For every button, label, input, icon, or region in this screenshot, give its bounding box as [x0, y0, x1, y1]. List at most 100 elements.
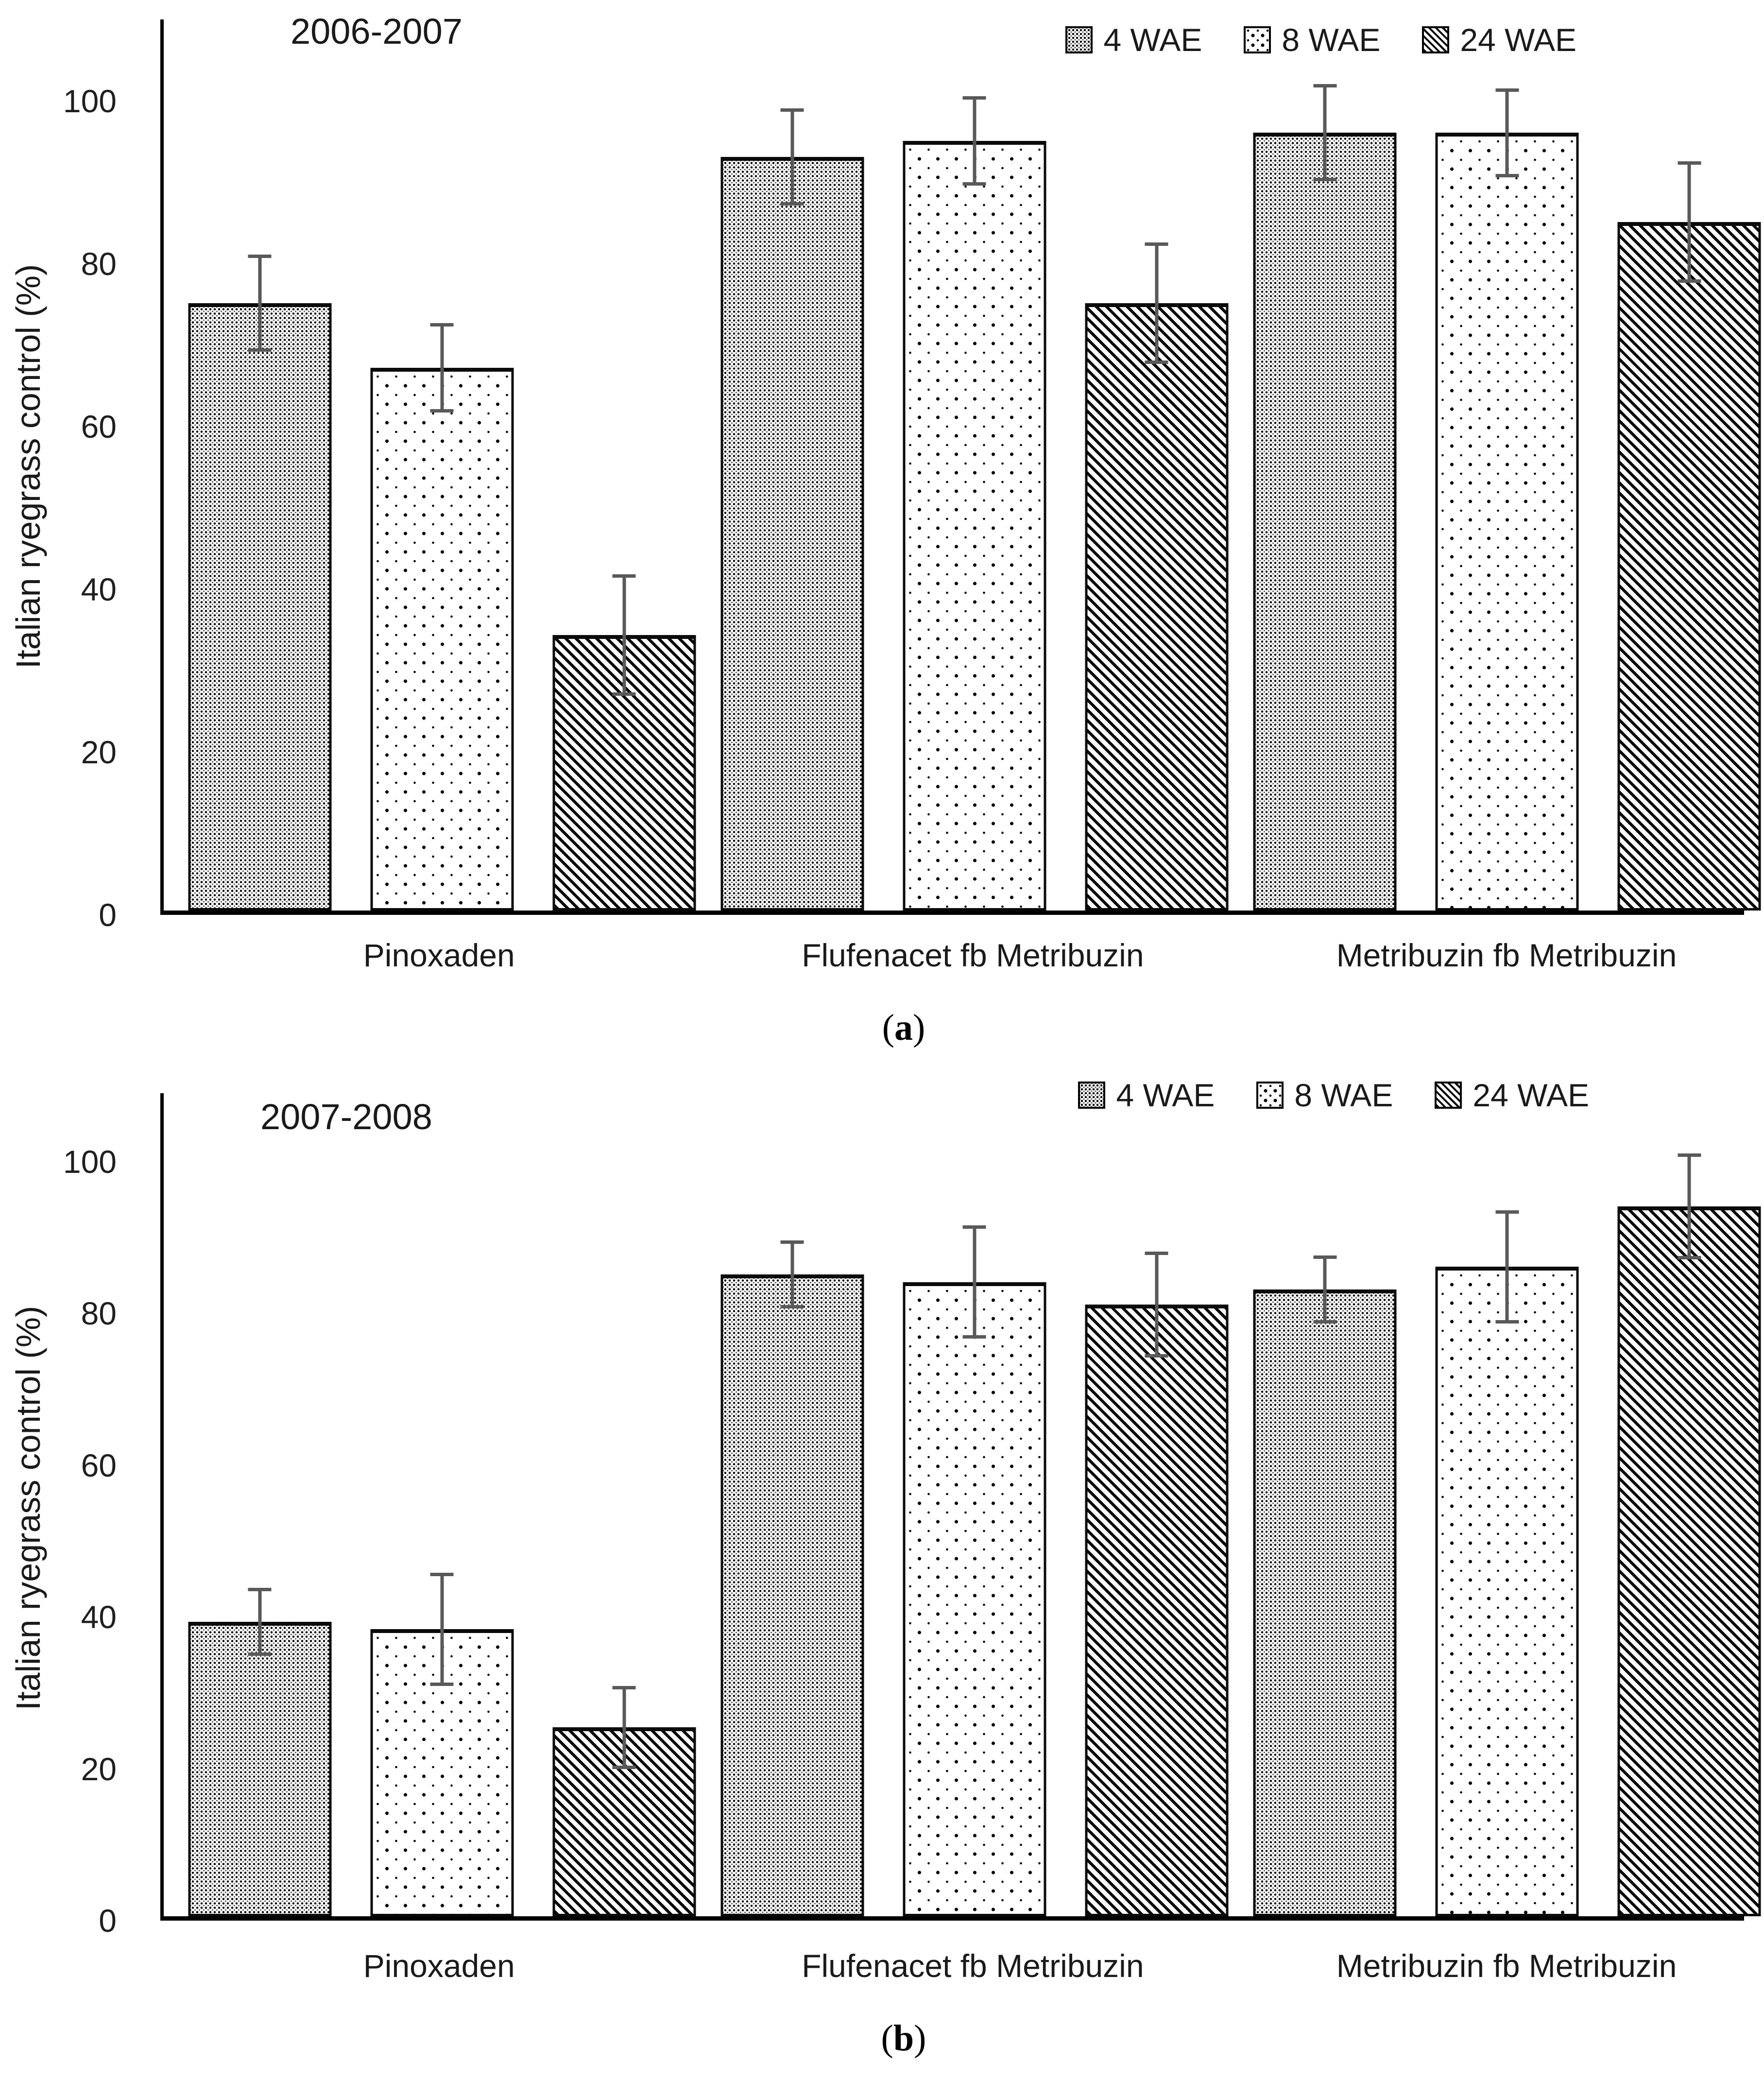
legend-item-24wae: 24 WAE [1422, 21, 1576, 58]
legend-label-8wae: 8 WAE [1294, 1077, 1393, 1113]
error-bar [1493, 88, 1521, 178]
legend-swatch-8wae-icon [1256, 1082, 1284, 1109]
bar-group-1 [188, 19, 696, 911]
chart-title-a: 2006-2007 [291, 11, 462, 52]
legend-swatch-4wae-icon [1078, 1082, 1106, 1109]
bar-slot [903, 19, 1046, 911]
legend-label-8wae: 8 WAE [1282, 22, 1381, 58]
error-bar [1676, 1153, 1703, 1259]
legend-item-24wae: 24 WAE [1435, 1077, 1589, 1114]
bar-slot [1085, 19, 1229, 911]
bar-group-3 [1253, 1093, 1761, 1916]
bar-slot [720, 1093, 864, 1916]
bar-8-wae [903, 1282, 1046, 1916]
error-bar [246, 1587, 274, 1656]
error-bar [428, 323, 456, 413]
category-label-2: Flufenacet fb Metribuzin [802, 1948, 1144, 1984]
plot-area [160, 1093, 1761, 1921]
legend-a: 4 WAE 8 WAE 24 WAE [1065, 21, 1576, 58]
bar-8-wae [903, 141, 1046, 911]
bar-slot [720, 19, 864, 911]
error-bar [1311, 84, 1338, 182]
legend-item-4wae: 4 WAE [1065, 21, 1202, 58]
bar-slot [1435, 1093, 1579, 1916]
error-bar [1143, 242, 1170, 364]
panel-caption-b: (b) [881, 2018, 926, 2059]
bar-4-wae [720, 157, 864, 911]
bar-8-wae [370, 367, 514, 911]
bar-4-wae [1253, 1289, 1397, 1916]
error-bar [611, 574, 638, 696]
bar-slot [903, 1093, 1046, 1916]
bar-8-wae [1435, 1267, 1579, 1916]
bar-slot [370, 19, 514, 911]
category-label-2: Flufenacet fb Metribuzin [802, 937, 1144, 973]
legend-label-24wae: 24 WAE [1473, 1077, 1589, 1113]
legend-item-4wae: 4 WAE [1078, 1077, 1215, 1114]
y-tick-label-0: 0 [99, 897, 117, 933]
bar-group-3 [1253, 19, 1761, 911]
error-bar [779, 1240, 806, 1308]
bar-slot [188, 1093, 332, 1916]
legend-label-24wae: 24 WAE [1460, 22, 1576, 58]
category-label-1: Pinoxaden [363, 1948, 515, 1984]
bar-slot [1435, 19, 1579, 911]
y-tick-label-20: 20 [81, 734, 117, 770]
panel-b-2007-2008: 2007-2008 4 WAE 8 WAE 24 WAE Italian rye… [0, 1049, 1764, 2080]
bar-slot [552, 1093, 696, 1916]
legend-item-8wae: 8 WAE [1244, 21, 1380, 58]
panel-caption-a: (a) [882, 1007, 925, 1048]
bar-8-wae [370, 1629, 514, 1916]
y-tick-label-20: 20 [81, 1751, 117, 1787]
bar-slot [1617, 19, 1761, 911]
bar-groups [164, 1093, 1761, 1916]
error-bar [1493, 1210, 1521, 1324]
bar-slot [1253, 1093, 1397, 1916]
bar-slot [552, 19, 696, 911]
category-label-3: Metribuzin fb Metribuzin [1336, 937, 1677, 973]
legend-label-4wae: 4 WAE [1116, 1077, 1215, 1113]
y-tick-label-100: 100 [63, 1143, 117, 1180]
error-bar [611, 1686, 638, 1769]
y-tick-label-80: 80 [81, 245, 117, 282]
y-tick-label-60: 60 [81, 408, 117, 445]
bar-slot [1617, 1093, 1761, 1916]
error-bar [961, 96, 988, 186]
bar-group-2 [720, 19, 1229, 911]
panel-a-2006-2007: 2006-2007 4 WAE 8 WAE 24 WAE Italian rye… [9, 11, 1761, 1048]
bar-4-wae [720, 1274, 864, 1916]
y-tick-label-40: 40 [81, 571, 117, 607]
bar-4-wae [188, 303, 332, 911]
error-bar [1676, 161, 1703, 283]
bar-slot [1253, 19, 1397, 911]
legend-swatch-24wae-icon [1435, 1082, 1462, 1109]
bar-group-1 [188, 1093, 696, 1916]
bar-slot [370, 1093, 514, 1916]
bar-24-wae [1617, 1206, 1761, 1916]
legend-swatch-8wae-icon [1244, 26, 1271, 53]
error-bar [1143, 1252, 1170, 1358]
bar-4-wae [1253, 133, 1397, 911]
error-bar [961, 1225, 988, 1339]
legend-b: 4 WAE 8 WAE 24 WAE [1078, 1077, 1589, 1114]
category-label-1: Pinoxaden [363, 937, 515, 973]
chart-title-b: 2007-2008 [260, 1097, 432, 1137]
legend-swatch-4wae-icon [1065, 26, 1093, 53]
bar-8-wae [1435, 133, 1579, 911]
y-tick-label-40: 40 [81, 1599, 117, 1635]
bar-slot [1085, 1093, 1229, 1916]
bar-groups [164, 19, 1761, 911]
legend-swatch-24wae-icon [1422, 26, 1450, 53]
plot-area [160, 19, 1761, 915]
bar-24-wae [1085, 303, 1229, 911]
bar-slot [188, 19, 332, 911]
y-tick-label-0: 0 [99, 1903, 117, 1939]
bar-24-wae [1617, 222, 1761, 911]
legend-item-8wae: 8 WAE [1256, 1077, 1393, 1114]
error-bar [428, 1572, 456, 1686]
category-label-3: Metribuzin fb Metribuzin [1336, 1948, 1677, 1984]
bar-4-wae [188, 1621, 332, 1916]
bar-24-wae [1085, 1305, 1229, 1916]
error-bar [779, 108, 806, 206]
